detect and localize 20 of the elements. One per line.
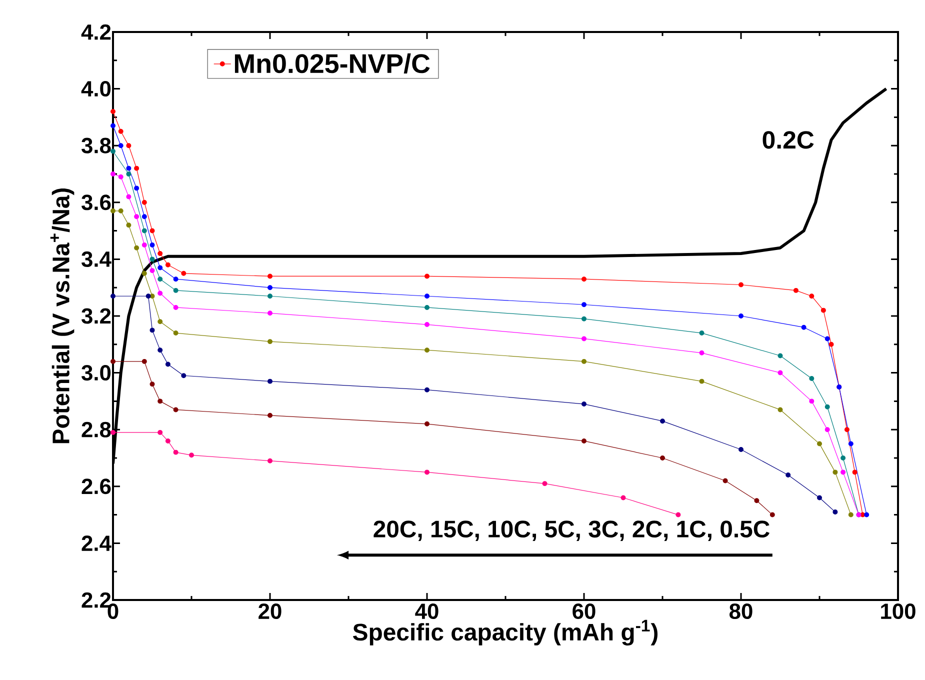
annotation: 0.2C bbox=[762, 131, 814, 149]
y-axis-title: Potential (V vs.Na$^{+}$/Na) bbox=[50, 188, 74, 444]
y-tick-label: 3.4 bbox=[82, 251, 112, 267]
y-tick-label: 2.8 bbox=[82, 422, 111, 438]
y-tick-label: 4.2 bbox=[81, 24, 111, 40]
y-tick-label: 4.0 bbox=[81, 81, 111, 97]
x-tick-label: 40 bbox=[415, 604, 438, 620]
y-tick-label: 2.6 bbox=[82, 478, 111, 494]
x-axis-title: Specific capacity (mAh g$^{-1}$) bbox=[353, 620, 658, 646]
y-tick-label: 3.2 bbox=[82, 308, 111, 324]
y-tick-label: 3.6 bbox=[82, 194, 111, 210]
legend-label: Mn0.025-NVP/C bbox=[234, 53, 430, 74]
x-tick-label: 80 bbox=[730, 604, 752, 620]
x-tick-label: 60 bbox=[572, 604, 596, 620]
x-tick-label: 100 bbox=[881, 604, 916, 620]
y-tick-label: 3.0 bbox=[82, 365, 111, 381]
y-tick-label: 2.4 bbox=[82, 536, 112, 551]
y-tick-label: 3.8 bbox=[82, 138, 111, 154]
x-tick-label: 20 bbox=[258, 604, 282, 620]
annotation: 20C, 15C, 10C, 5C, 3C, 2C, 1C, 0.5C bbox=[374, 520, 770, 542]
